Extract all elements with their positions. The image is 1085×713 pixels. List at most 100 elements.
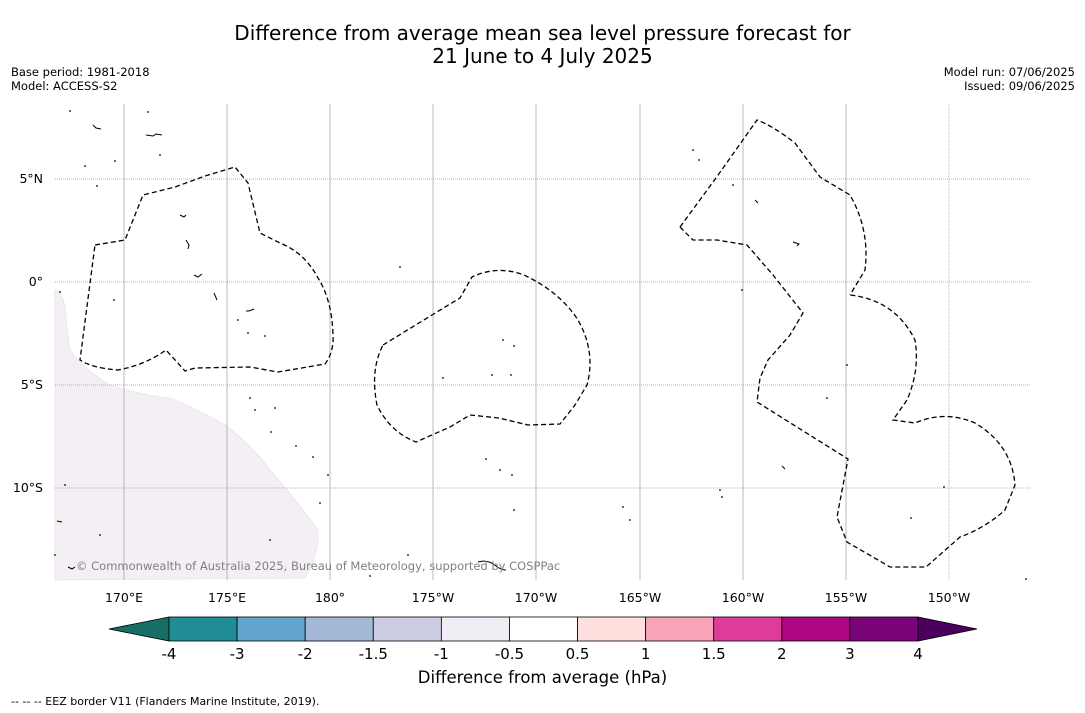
island [312, 456, 314, 458]
colorbar-segment [509, 616, 578, 642]
island [692, 149, 694, 151]
island [185, 239, 190, 250]
island [264, 335, 266, 337]
island [56, 520, 63, 523]
island [193, 273, 203, 278]
colorbar-tick-label: -3 [230, 645, 245, 663]
eez-borders [79, 119, 1016, 568]
island [511, 474, 513, 476]
island [274, 407, 276, 409]
island [247, 332, 249, 334]
title-line-2: 21 June to 4 July 2025 [432, 44, 653, 68]
colorbar-segment [168, 616, 238, 642]
island [67, 566, 76, 570]
eez-border [373, 269, 591, 443]
colorbar-tick-label: 1.5 [702, 645, 726, 663]
island [1025, 578, 1027, 580]
island [826, 397, 828, 399]
colorbar-tick-label: -0.5 [495, 645, 524, 663]
lon-label: 175°W [412, 590, 454, 605]
lat-label: 5°N [19, 171, 43, 186]
colorbar-tick-label: -1 [434, 645, 449, 663]
island [147, 111, 149, 113]
lon-label: 150°W [928, 590, 970, 605]
island [513, 509, 515, 511]
island [213, 292, 218, 301]
island [295, 445, 297, 447]
colorbar-ticks: -4 -3 -2 -1.5 -1 -0.5 0.5 1 1.5 2 3 4 [162, 645, 923, 663]
island [485, 458, 487, 460]
colorbar-tick-label: 1 [641, 645, 651, 663]
island [781, 465, 786, 470]
island [629, 519, 631, 521]
colorbar-tick-label: 3 [845, 645, 855, 663]
model-name: Model: ACCESS-S2 [11, 79, 118, 93]
colorbar-segment [304, 616, 374, 642]
lon-label: 160°W [722, 590, 764, 605]
colorbar-segment [849, 616, 919, 642]
colorbar-tick-label: -2 [298, 645, 313, 663]
colorbar-segment [713, 616, 783, 642]
colorbar-extend-high [917, 616, 978, 642]
island [96, 185, 98, 187]
island [327, 474, 329, 476]
island [846, 364, 848, 366]
island [622, 506, 624, 508]
colorbar-segment [372, 616, 442, 642]
colorbar-segment [781, 616, 851, 642]
lon-label: 180° [315, 590, 345, 605]
island-dots [54, 110, 1027, 580]
colorbar-segment [645, 616, 715, 642]
island [145, 133, 163, 137]
lon-label: 170°W [515, 590, 557, 605]
island [792, 241, 800, 247]
base-period: Base period: 1981-2018 [11, 65, 150, 79]
island [64, 484, 66, 486]
colorbar-segment [236, 616, 306, 642]
islands [56, 124, 800, 571]
meta-left: Base period: 1981-2018 Model: ACCESS-S2 [11, 65, 150, 93]
eez-border [679, 226, 1016, 568]
colorbar-extend-low [108, 616, 170, 642]
island [754, 199, 759, 204]
island [910, 517, 912, 519]
colorbar-tick-label: -1.5 [359, 645, 388, 663]
model-run: Model run: 07/06/2025 [943, 65, 1075, 79]
gridlines [55, 104, 1030, 580]
island [114, 160, 116, 162]
lat-label: 5°S [21, 377, 43, 392]
island [179, 214, 187, 218]
legend-footnote: -- -- -- EEZ border V11 (Flanders Marine… [11, 695, 320, 708]
meta-right: Model run: 07/06/2025 Issued: 09/06/2025 [944, 65, 1075, 93]
eez-border [79, 166, 334, 373]
island [510, 374, 512, 376]
eez-border [679, 119, 867, 296]
island [513, 345, 515, 347]
lat-label: 0° [29, 274, 43, 289]
island [69, 110, 71, 112]
island [249, 397, 251, 399]
lat-label: 10°S [13, 480, 43, 495]
island [502, 339, 504, 341]
island [254, 409, 256, 411]
island [943, 486, 945, 488]
colorbar-segment [577, 616, 647, 642]
map-area: 5°N 0° 5°S 10°S 170°E 175°E 180° 175°W 1… [13, 104, 1030, 605]
colorbar-title: Difference from average (hPa) [417, 668, 668, 687]
island [59, 291, 61, 293]
island [491, 374, 493, 376]
colorbar-segments [108, 616, 978, 642]
island [246, 308, 255, 312]
island [721, 496, 723, 498]
title-line-1: Difference from average mean sea level p… [234, 21, 851, 45]
island [269, 539, 271, 541]
lon-label: 175°E [208, 590, 246, 605]
island [698, 159, 700, 161]
island [399, 266, 401, 268]
island [270, 431, 272, 433]
island [741, 289, 743, 291]
colorbar-segment [440, 616, 510, 642]
island [407, 554, 409, 556]
